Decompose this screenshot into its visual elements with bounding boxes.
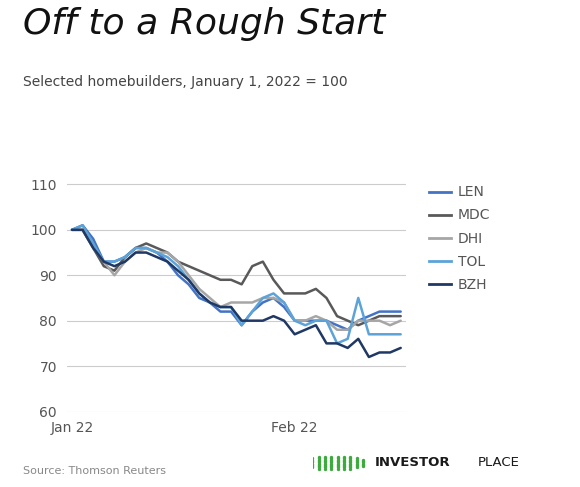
Text: Off to a Rough Start: Off to a Rough Start xyxy=(23,7,386,41)
Legend: LEN, MDC, DHI, TOL, BZH: LEN, MDC, DHI, TOL, BZH xyxy=(423,180,496,297)
Text: Selected homebuilders, January 1, 2022 = 100: Selected homebuilders, January 1, 2022 =… xyxy=(23,75,348,90)
Text: Source: Thomson Reuters: Source: Thomson Reuters xyxy=(23,466,166,476)
Text: INVESTOR: INVESTOR xyxy=(375,456,450,469)
Text: PLACE: PLACE xyxy=(477,456,519,469)
